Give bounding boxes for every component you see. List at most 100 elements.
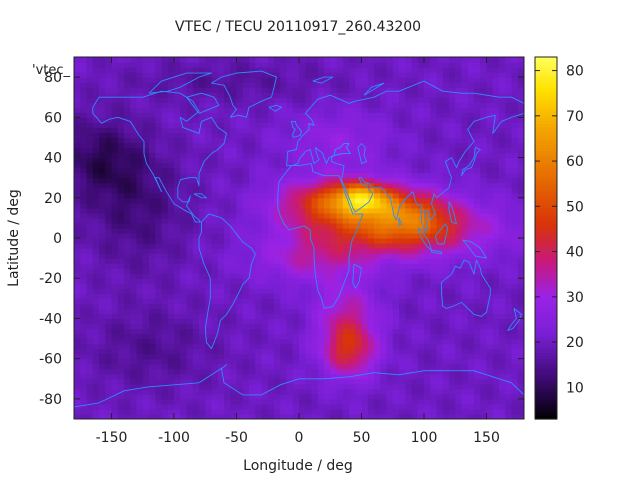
heatmap-cell xyxy=(130,308,138,315)
heatmap-cell xyxy=(292,152,300,159)
heatmap-cell xyxy=(155,318,163,325)
heatmap-cell xyxy=(330,222,338,229)
heatmap-cell xyxy=(305,268,313,274)
heatmap-cell xyxy=(117,102,125,108)
heatmap-cell xyxy=(92,398,100,405)
heatmap-cell xyxy=(474,137,481,144)
heatmap-cell xyxy=(205,142,213,149)
heatmap-cell xyxy=(136,293,144,299)
heatmap-cell xyxy=(380,112,388,118)
heatmap-cell xyxy=(355,92,363,98)
heatmap-cell xyxy=(449,227,456,234)
heatmap-cell xyxy=(286,182,294,189)
heatmap-cell xyxy=(424,363,431,370)
heatmap-cell xyxy=(161,147,169,154)
heatmap-cell xyxy=(499,202,506,209)
heatmap-cell xyxy=(242,187,250,194)
heatmap-cell xyxy=(130,238,138,244)
heatmap-cell xyxy=(236,147,244,154)
heatmap-cell xyxy=(399,197,406,204)
heatmap-cell xyxy=(305,303,313,309)
heatmap-cell xyxy=(467,278,475,284)
heatmap-cell xyxy=(455,197,463,204)
heatmap-cell xyxy=(480,87,488,93)
heatmap-cell xyxy=(155,323,163,330)
heatmap-cell xyxy=(455,368,463,375)
heatmap-cell xyxy=(136,238,144,244)
heatmap-cell xyxy=(130,182,138,189)
heatmap-cell xyxy=(99,232,106,239)
heatmap-cell xyxy=(330,122,338,128)
heatmap-cell xyxy=(324,222,331,229)
heatmap-cell xyxy=(367,238,375,244)
heatmap-cell xyxy=(305,388,313,395)
heatmap-cell xyxy=(486,77,494,83)
heatmap-cell xyxy=(480,358,488,365)
heatmap-cell xyxy=(117,378,125,385)
heatmap-cell xyxy=(305,243,313,249)
heatmap-cell xyxy=(105,338,113,345)
heatmap-cell xyxy=(124,348,131,355)
heatmap-cell xyxy=(361,313,369,320)
heatmap-cell xyxy=(111,358,119,365)
heatmap-cell xyxy=(149,388,156,395)
heatmap-cell xyxy=(417,72,425,78)
heatmap-cell xyxy=(511,177,519,184)
heatmap-cell xyxy=(86,232,94,239)
heatmap-cell xyxy=(449,112,456,118)
heatmap-cell xyxy=(292,243,300,249)
heatmap-cell xyxy=(342,152,350,159)
heatmap-cell xyxy=(111,343,119,350)
heatmap-cell xyxy=(167,142,175,149)
heatmap-cell xyxy=(317,197,325,204)
heatmap-cell xyxy=(149,187,156,194)
heatmap-cell xyxy=(430,202,438,209)
heatmap-cell xyxy=(80,87,88,93)
heatmap-cell xyxy=(367,77,375,83)
heatmap-cell xyxy=(242,238,250,244)
heatmap-cell xyxy=(411,107,419,113)
heatmap-cell xyxy=(324,202,331,209)
heatmap-cell xyxy=(149,112,156,118)
heatmap-cell xyxy=(111,393,119,400)
heatmap-cell xyxy=(299,72,306,78)
heatmap-cell xyxy=(286,358,294,365)
heatmap-cell xyxy=(186,243,194,249)
heatmap-cell xyxy=(192,353,200,360)
heatmap-cell xyxy=(136,308,144,315)
heatmap-cell xyxy=(186,162,194,169)
heatmap-cell xyxy=(411,263,419,269)
heatmap-cell xyxy=(155,373,163,380)
heatmap-cell xyxy=(492,97,500,103)
heatmap-cell xyxy=(355,232,363,239)
heatmap-cell xyxy=(492,373,500,380)
heatmap-cell xyxy=(242,172,250,179)
heatmap-cell xyxy=(167,318,175,325)
heatmap-cell xyxy=(242,107,250,113)
heatmap-cell xyxy=(380,207,388,214)
heatmap-cell xyxy=(511,182,519,189)
heatmap-cell xyxy=(361,222,369,229)
heatmap-cell xyxy=(142,403,150,410)
heatmap-cell xyxy=(392,338,400,345)
heatmap-cell xyxy=(274,313,281,320)
heatmap-cell xyxy=(449,253,456,259)
heatmap-cell xyxy=(155,132,163,139)
heatmap-cell xyxy=(249,197,256,204)
heatmap-cell xyxy=(142,227,150,234)
heatmap-cell xyxy=(486,378,494,385)
heatmap-cell xyxy=(142,343,150,350)
heatmap-cell xyxy=(205,383,213,390)
heatmap-cell xyxy=(417,87,425,93)
heatmap-cell xyxy=(117,278,125,284)
heatmap-cell xyxy=(442,127,450,134)
heatmap-cell xyxy=(449,263,456,269)
heatmap-cell xyxy=(449,268,456,274)
heatmap-cell xyxy=(336,227,344,234)
heatmap-cell xyxy=(386,413,394,419)
heatmap-cell xyxy=(299,403,306,410)
heatmap-cell xyxy=(267,152,275,159)
heatmap-cell xyxy=(274,207,281,214)
heatmap-cell xyxy=(280,157,288,164)
heatmap-cell xyxy=(317,227,325,234)
